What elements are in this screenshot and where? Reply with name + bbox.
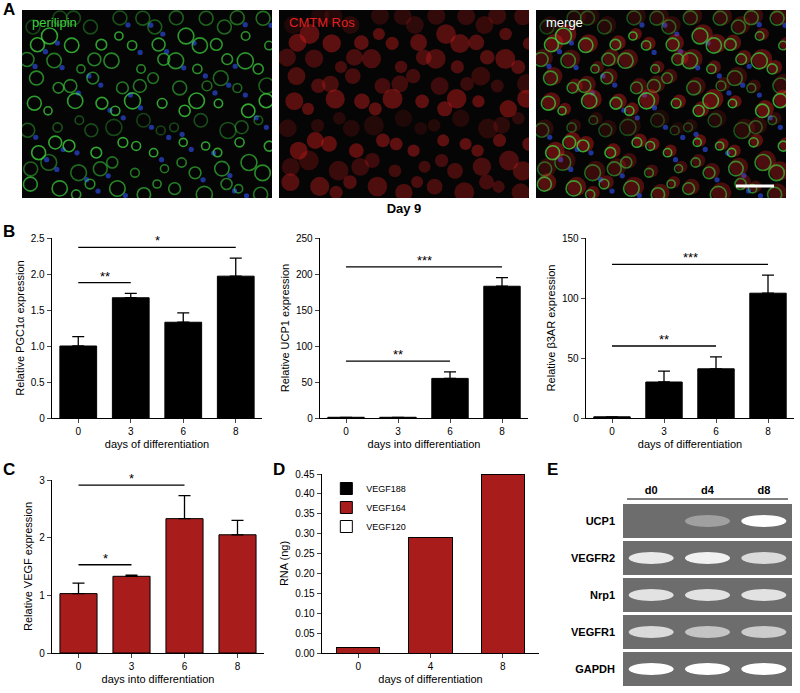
svg-text:**: ** <box>659 332 669 347</box>
svg-text:4: 4 <box>428 661 434 672</box>
svg-text:Relative PGC1α expression: Relative PGC1α expression <box>14 260 26 395</box>
svg-text:0: 0 <box>609 426 615 437</box>
svg-text:days into differentiation: days into differentiation <box>368 438 481 450</box>
svg-text:Relative UCP1 expression: Relative UCP1 expression <box>279 264 291 392</box>
svg-text:***: *** <box>683 250 698 265</box>
svg-text:CMTM Ros: CMTM Ros <box>289 15 355 30</box>
svg-text:8: 8 <box>499 426 505 437</box>
svg-text:0.10: 0.10 <box>295 608 315 619</box>
svg-text:8: 8 <box>233 426 239 437</box>
svg-text:d8: d8 <box>757 484 770 496</box>
svg-text:days of differentiation: days of differentiation <box>378 673 482 685</box>
html-text:B: B <box>3 222 16 241</box>
html-text:Day 9: Day 9 <box>386 201 422 216</box>
svg-text:0.00: 0.00 <box>295 648 315 659</box>
svg-text:100: 100 <box>562 293 579 304</box>
svg-text:0: 0 <box>76 661 82 672</box>
svg-text:*: * <box>129 471 134 486</box>
svg-text:d0: d0 <box>645 484 658 496</box>
svg-text:**: ** <box>393 347 403 362</box>
svg-text:RNA (ng): RNA (ng) <box>278 541 290 586</box>
svg-text:1: 1 <box>39 590 45 601</box>
svg-text:VEGF188: VEGF188 <box>366 484 406 494</box>
svg-text:0.25: 0.25 <box>295 548 315 559</box>
svg-text:200: 200 <box>296 269 313 280</box>
svg-text:0.5: 0.5 <box>31 377 45 388</box>
svg-text:VEGF164: VEGF164 <box>366 503 406 513</box>
svg-text:*: * <box>103 551 108 566</box>
svg-text:6: 6 <box>180 426 186 437</box>
svg-text:0.45: 0.45 <box>295 469 315 480</box>
svg-text:*: * <box>155 233 160 248</box>
svg-text:50: 50 <box>302 377 314 388</box>
svg-text:VEGFR2: VEGFR2 <box>571 552 615 564</box>
html-text:E: E <box>547 460 559 479</box>
svg-text:0: 0 <box>343 426 349 437</box>
svg-text:0.05: 0.05 <box>295 628 315 639</box>
svg-text:3: 3 <box>661 426 667 437</box>
svg-text:6: 6 <box>447 426 453 437</box>
svg-text:6: 6 <box>713 426 719 437</box>
svg-text:0: 0 <box>39 648 45 659</box>
svg-text:0.35: 0.35 <box>295 508 315 519</box>
svg-text:2.5: 2.5 <box>31 233 45 244</box>
svg-text:days of differentiation: days of differentiation <box>638 438 742 450</box>
html-text:C: C <box>3 460 16 479</box>
html-text:D: D <box>273 460 286 479</box>
svg-text:100: 100 <box>296 341 313 352</box>
svg-text:3: 3 <box>39 475 45 486</box>
svg-text:UCP1: UCP1 <box>586 515 615 527</box>
svg-text:Relative β3AR expression: Relative β3AR expression <box>545 265 557 392</box>
svg-text:0.15: 0.15 <box>295 588 315 599</box>
svg-text:VEGF120: VEGF120 <box>366 522 406 532</box>
svg-text:VEGFR1: VEGFR1 <box>571 626 615 638</box>
svg-text:perilipin: perilipin <box>32 15 77 30</box>
svg-text:8: 8 <box>235 661 241 672</box>
svg-text:150: 150 <box>296 305 313 316</box>
svg-text:0: 0 <box>573 413 579 424</box>
svg-text:250: 250 <box>296 233 313 244</box>
svg-text:0: 0 <box>355 661 361 672</box>
svg-text:150: 150 <box>562 233 579 244</box>
svg-text:days of differentiation: days of differentiation <box>105 438 209 450</box>
svg-text:8: 8 <box>765 426 771 437</box>
svg-text:d4: d4 <box>701 484 715 496</box>
svg-text:3: 3 <box>129 661 135 672</box>
svg-text:0.30: 0.30 <box>295 528 315 539</box>
svg-text:merge: merge <box>546 15 583 30</box>
svg-text:2.0: 2.0 <box>31 269 45 280</box>
svg-text:Nrp1: Nrp1 <box>590 589 615 601</box>
svg-text:**: ** <box>100 269 110 284</box>
svg-text:3: 3 <box>128 426 134 437</box>
svg-text:***: *** <box>417 253 432 268</box>
svg-text:50: 50 <box>568 353 580 364</box>
svg-text:0: 0 <box>75 426 81 437</box>
svg-text:6: 6 <box>182 661 188 672</box>
svg-text:Relative VEGF expression: Relative VEGF expression <box>22 502 34 631</box>
svg-text:3: 3 <box>395 426 401 437</box>
svg-text:days into differentiation: days into differentiation <box>102 673 215 685</box>
svg-text:8: 8 <box>500 661 506 672</box>
svg-text:0: 0 <box>39 413 45 424</box>
svg-text:1.5: 1.5 <box>31 305 45 316</box>
svg-text:2: 2 <box>39 532 45 543</box>
html-text:A: A <box>3 0 16 19</box>
svg-text:GAPDH: GAPDH <box>575 663 615 675</box>
svg-text:0: 0 <box>307 413 313 424</box>
svg-text:1.0: 1.0 <box>31 341 45 352</box>
svg-text:0.40: 0.40 <box>295 488 315 499</box>
svg-text:0.20: 0.20 <box>295 568 315 579</box>
